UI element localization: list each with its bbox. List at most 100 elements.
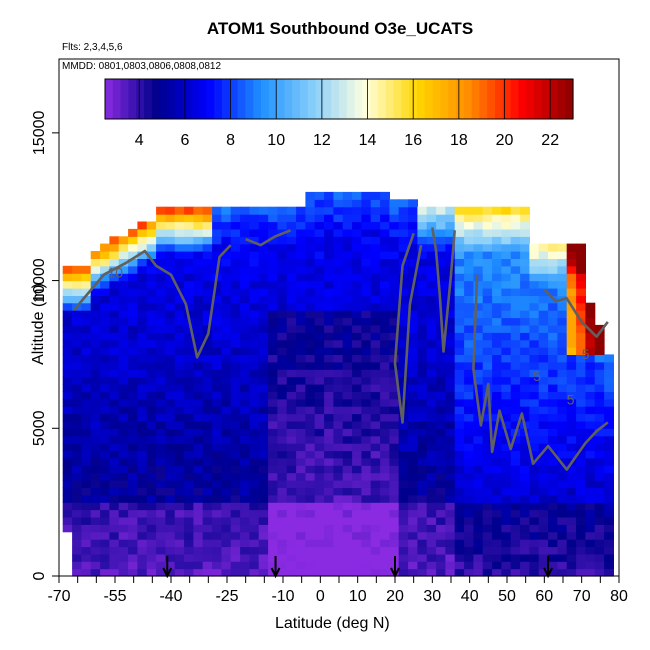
colorbar-swatch [385, 79, 395, 119]
heatmap-cell [426, 502, 437, 511]
heatmap-cell [81, 472, 92, 481]
heatmap-cell [361, 339, 372, 348]
heatmap-cell [445, 339, 456, 348]
heatmap-cell [585, 406, 596, 415]
heatmap-cell [464, 494, 474, 503]
heatmap-cell [249, 228, 260, 237]
heatmap-cell [258, 539, 269, 548]
heatmap-cell [520, 494, 530, 503]
heatmap-cell [202, 435, 213, 444]
heatmap-cell [109, 428, 120, 437]
heatmap-cell [361, 398, 372, 407]
heatmap-cell [529, 524, 540, 533]
heatmap-cell [585, 516, 596, 525]
heatmap-cell [501, 206, 512, 215]
heatmap-cell [277, 369, 288, 378]
heatmap-cell [576, 376, 586, 385]
heatmap-cell [464, 553, 474, 562]
heatmap-cell [529, 531, 540, 540]
heatmap-cell [408, 502, 418, 511]
heatmap-cell [305, 265, 316, 274]
heatmap-cell [268, 450, 278, 459]
heatmap-cell [230, 561, 241, 570]
heatmap-cell [529, 406, 540, 415]
heatmap-cell [165, 251, 176, 259]
heatmap-cell [604, 369, 614, 378]
heatmap-cell [240, 539, 250, 548]
heatmap-cell [389, 516, 400, 525]
heatmap-cell [109, 553, 120, 562]
heatmap-cell [342, 347, 353, 355]
heatmap-cell [408, 546, 418, 555]
heatmap-cell [352, 369, 362, 378]
heatmap-cell [454, 206, 465, 215]
heatmap-cell [566, 295, 577, 304]
heatmap-cell [62, 273, 73, 282]
heatmap-cell [249, 376, 260, 385]
heatmap-cell [529, 472, 540, 481]
heatmap-cell [389, 539, 400, 548]
heatmap-cell [305, 546, 316, 555]
heatmap-cell [454, 420, 465, 429]
heatmap-cell [557, 531, 568, 540]
heatmap-cell [324, 524, 334, 533]
heatmap-cell [268, 214, 278, 223]
heatmap-cell [408, 295, 418, 304]
heatmap-cell [408, 509, 418, 518]
heatmap-cell [90, 524, 101, 533]
heatmap-cell [576, 243, 586, 252]
heatmap-cell [62, 509, 73, 518]
heatmap-cell [249, 524, 260, 533]
heatmap-cell [100, 288, 110, 296]
heatmap-cell [408, 376, 418, 385]
heatmap-cell [594, 420, 605, 429]
heatmap-cell [529, 295, 540, 304]
heatmap-cell [417, 531, 428, 540]
heatmap-cell [118, 546, 129, 555]
heatmap-cell [165, 531, 176, 540]
heatmap-cell [604, 561, 614, 570]
heatmap-cell [156, 354, 166, 363]
heatmap-cell [464, 214, 474, 223]
heatmap-cell [370, 265, 381, 274]
heatmap-cell [258, 361, 269, 370]
heatmap-cell [436, 487, 446, 496]
heatmap-cell [305, 339, 316, 348]
heatmap-cell [501, 324, 512, 333]
heatmap-cell [118, 332, 129, 341]
heatmap-cell [408, 251, 418, 259]
heatmap-cell [398, 361, 409, 370]
heatmap-cell [426, 302, 437, 311]
heatmap-cell [184, 487, 194, 496]
heatmap-cell [137, 546, 148, 555]
heatmap-cell [193, 406, 204, 415]
heatmap-cell [482, 310, 493, 319]
heatmap-cell [193, 258, 204, 267]
heatmap-cell [538, 428, 549, 437]
heatmap-cell [585, 369, 596, 378]
heatmap-cell [100, 384, 110, 392]
colorbar-swatch [268, 79, 278, 119]
heatmap-cell [165, 339, 176, 348]
heatmap-cell [361, 288, 372, 296]
heatmap-cell [156, 243, 166, 252]
heatmap-cell [268, 457, 278, 466]
heatmap-cell [538, 243, 549, 252]
heatmap-cell [482, 553, 493, 562]
heatmap-cell [548, 539, 558, 548]
heatmap-cell [62, 487, 73, 496]
heatmap-cell [90, 332, 101, 341]
heatmap-cell [352, 288, 362, 296]
heatmap-cell [165, 509, 176, 518]
heatmap-cell [268, 310, 278, 319]
heatmap-cell [398, 428, 409, 437]
heatmap-cell [520, 480, 530, 488]
heatmap-cell [72, 524, 82, 533]
heatmap-cell [333, 361, 344, 370]
heatmap-cell [174, 568, 185, 577]
heatmap-cell [268, 332, 278, 341]
heatmap-cell [436, 288, 446, 296]
heatmap-cell [361, 206, 372, 215]
heatmap-cell [268, 258, 278, 267]
heatmap-cell [538, 251, 549, 259]
